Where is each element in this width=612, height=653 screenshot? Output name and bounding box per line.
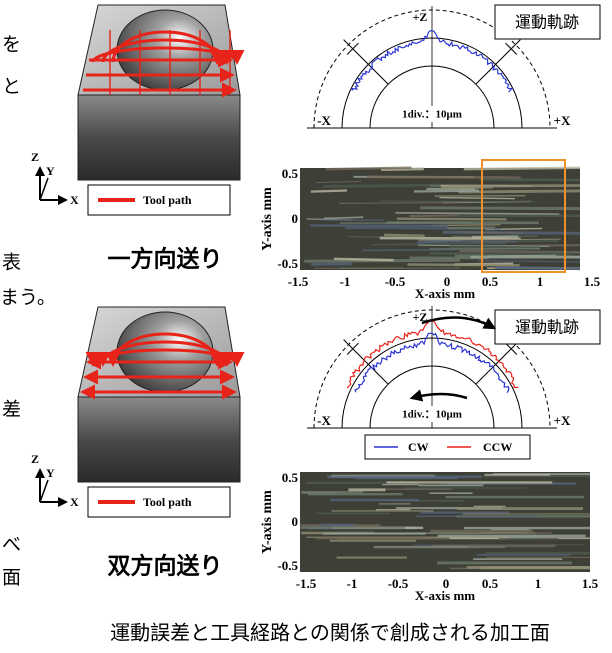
x-tick-label: 1.5 [584,274,601,289]
page: {"left_text_fragments": ["を", "と", "表", … [0,0,612,649]
figure: をと表まう。差べ面ZYXTool path一方向送り+Z-X+X1div.：10… [0,0,612,649]
polar-top: +Z [413,10,428,24]
x-tick-label: -1.5 [288,274,309,289]
surface-streak [384,235,425,236]
surface-streak [311,264,352,265]
caption: 運動誤差と工具経路との関係で創成される加工面 [110,621,550,645]
y-axis-label: Y-axis mm [260,187,275,251]
block-front [78,95,240,180]
x-tick-label: 1 [535,576,542,591]
rotation-arrow [422,318,494,328]
polar-right: +X [554,113,571,128]
x-tick-label: -0.5 [385,274,406,289]
y-tick-label: 0.5 [282,470,299,485]
x-axis-label: X-axis mm [415,286,475,301]
text-fragment: 差 [2,399,21,421]
badge: 運動軌跡 [515,13,579,32]
text-fragment: べ [2,534,21,556]
surface-streak [420,208,580,209]
x-tick-label: 1.5 [582,576,599,591]
axis-label-x: X [70,193,79,207]
legend-ccw: CCW [483,440,512,454]
surface-streak [407,265,519,266]
legend-cw: CW [408,440,429,454]
y-tick-label: 0.5 [282,166,299,181]
surface-streak [323,185,441,186]
polar-diag [476,40,521,85]
axis-y [40,480,48,502]
text-fragment: と [2,76,21,98]
surface-streak [362,250,456,251]
text-fragment: 表 [2,252,21,274]
x-tick-label: -1.5 [296,576,317,591]
surface-streak [450,247,541,248]
text-fragment: を [2,34,21,56]
rotation-arrow [412,394,467,398]
y-tick-label: -0.5 [277,256,298,271]
feed-label: 双方向送り [108,553,223,580]
polar-left: -X [317,113,331,128]
badge: 運動軌跡 [515,318,579,337]
x-tick-label: 0.5 [482,274,499,289]
axis-y [40,178,48,200]
y-axis-label: Y-axis mm [260,490,275,554]
surface-streak [414,191,479,192]
polar-diag [344,40,389,85]
text-fragment: まう。 [0,287,56,309]
surface-streak [367,177,521,178]
x-tick-label: 0.5 [482,576,499,591]
text-fragment: 面 [2,567,21,589]
polar-scale: 1div.：10μm [402,109,462,121]
y-tick-label: -0.5 [277,558,298,573]
polar-left: -X [317,413,331,428]
surface-streak [447,228,495,229]
legend-text: Tool path [143,495,192,509]
x-tick-label: -0.5 [388,576,409,591]
surface-streak [495,268,580,269]
x-tick-label: 1 [537,274,544,289]
trace-ccw [348,320,519,388]
surface-streak [311,190,347,191]
axis-label-z: Z [31,150,39,164]
x-tick-label: -1 [347,576,358,591]
axis-label-y: Y [46,164,55,178]
block-front [78,397,240,482]
y-tick-label: 0 [292,514,299,529]
axis-label-y: Y [46,466,55,480]
polar-scale: 1div.：10μm [402,409,462,421]
surface-streak [326,168,412,169]
surface-streak [410,215,460,216]
axis-label-x: X [70,495,79,509]
feed-label: 一方向送り [108,246,223,273]
x-tick-label: -1 [340,274,351,289]
axis-label-z: Z [31,452,39,466]
surface-streak [397,219,506,220]
y-tick-label: 0 [292,211,299,226]
legend-text: Tool path [143,193,192,207]
x-axis-label: X-axis mm [415,588,475,603]
surface-streak [448,186,580,187]
surface-streak [334,259,394,260]
polar-right: +X [554,413,571,428]
surface-streak [310,225,448,226]
